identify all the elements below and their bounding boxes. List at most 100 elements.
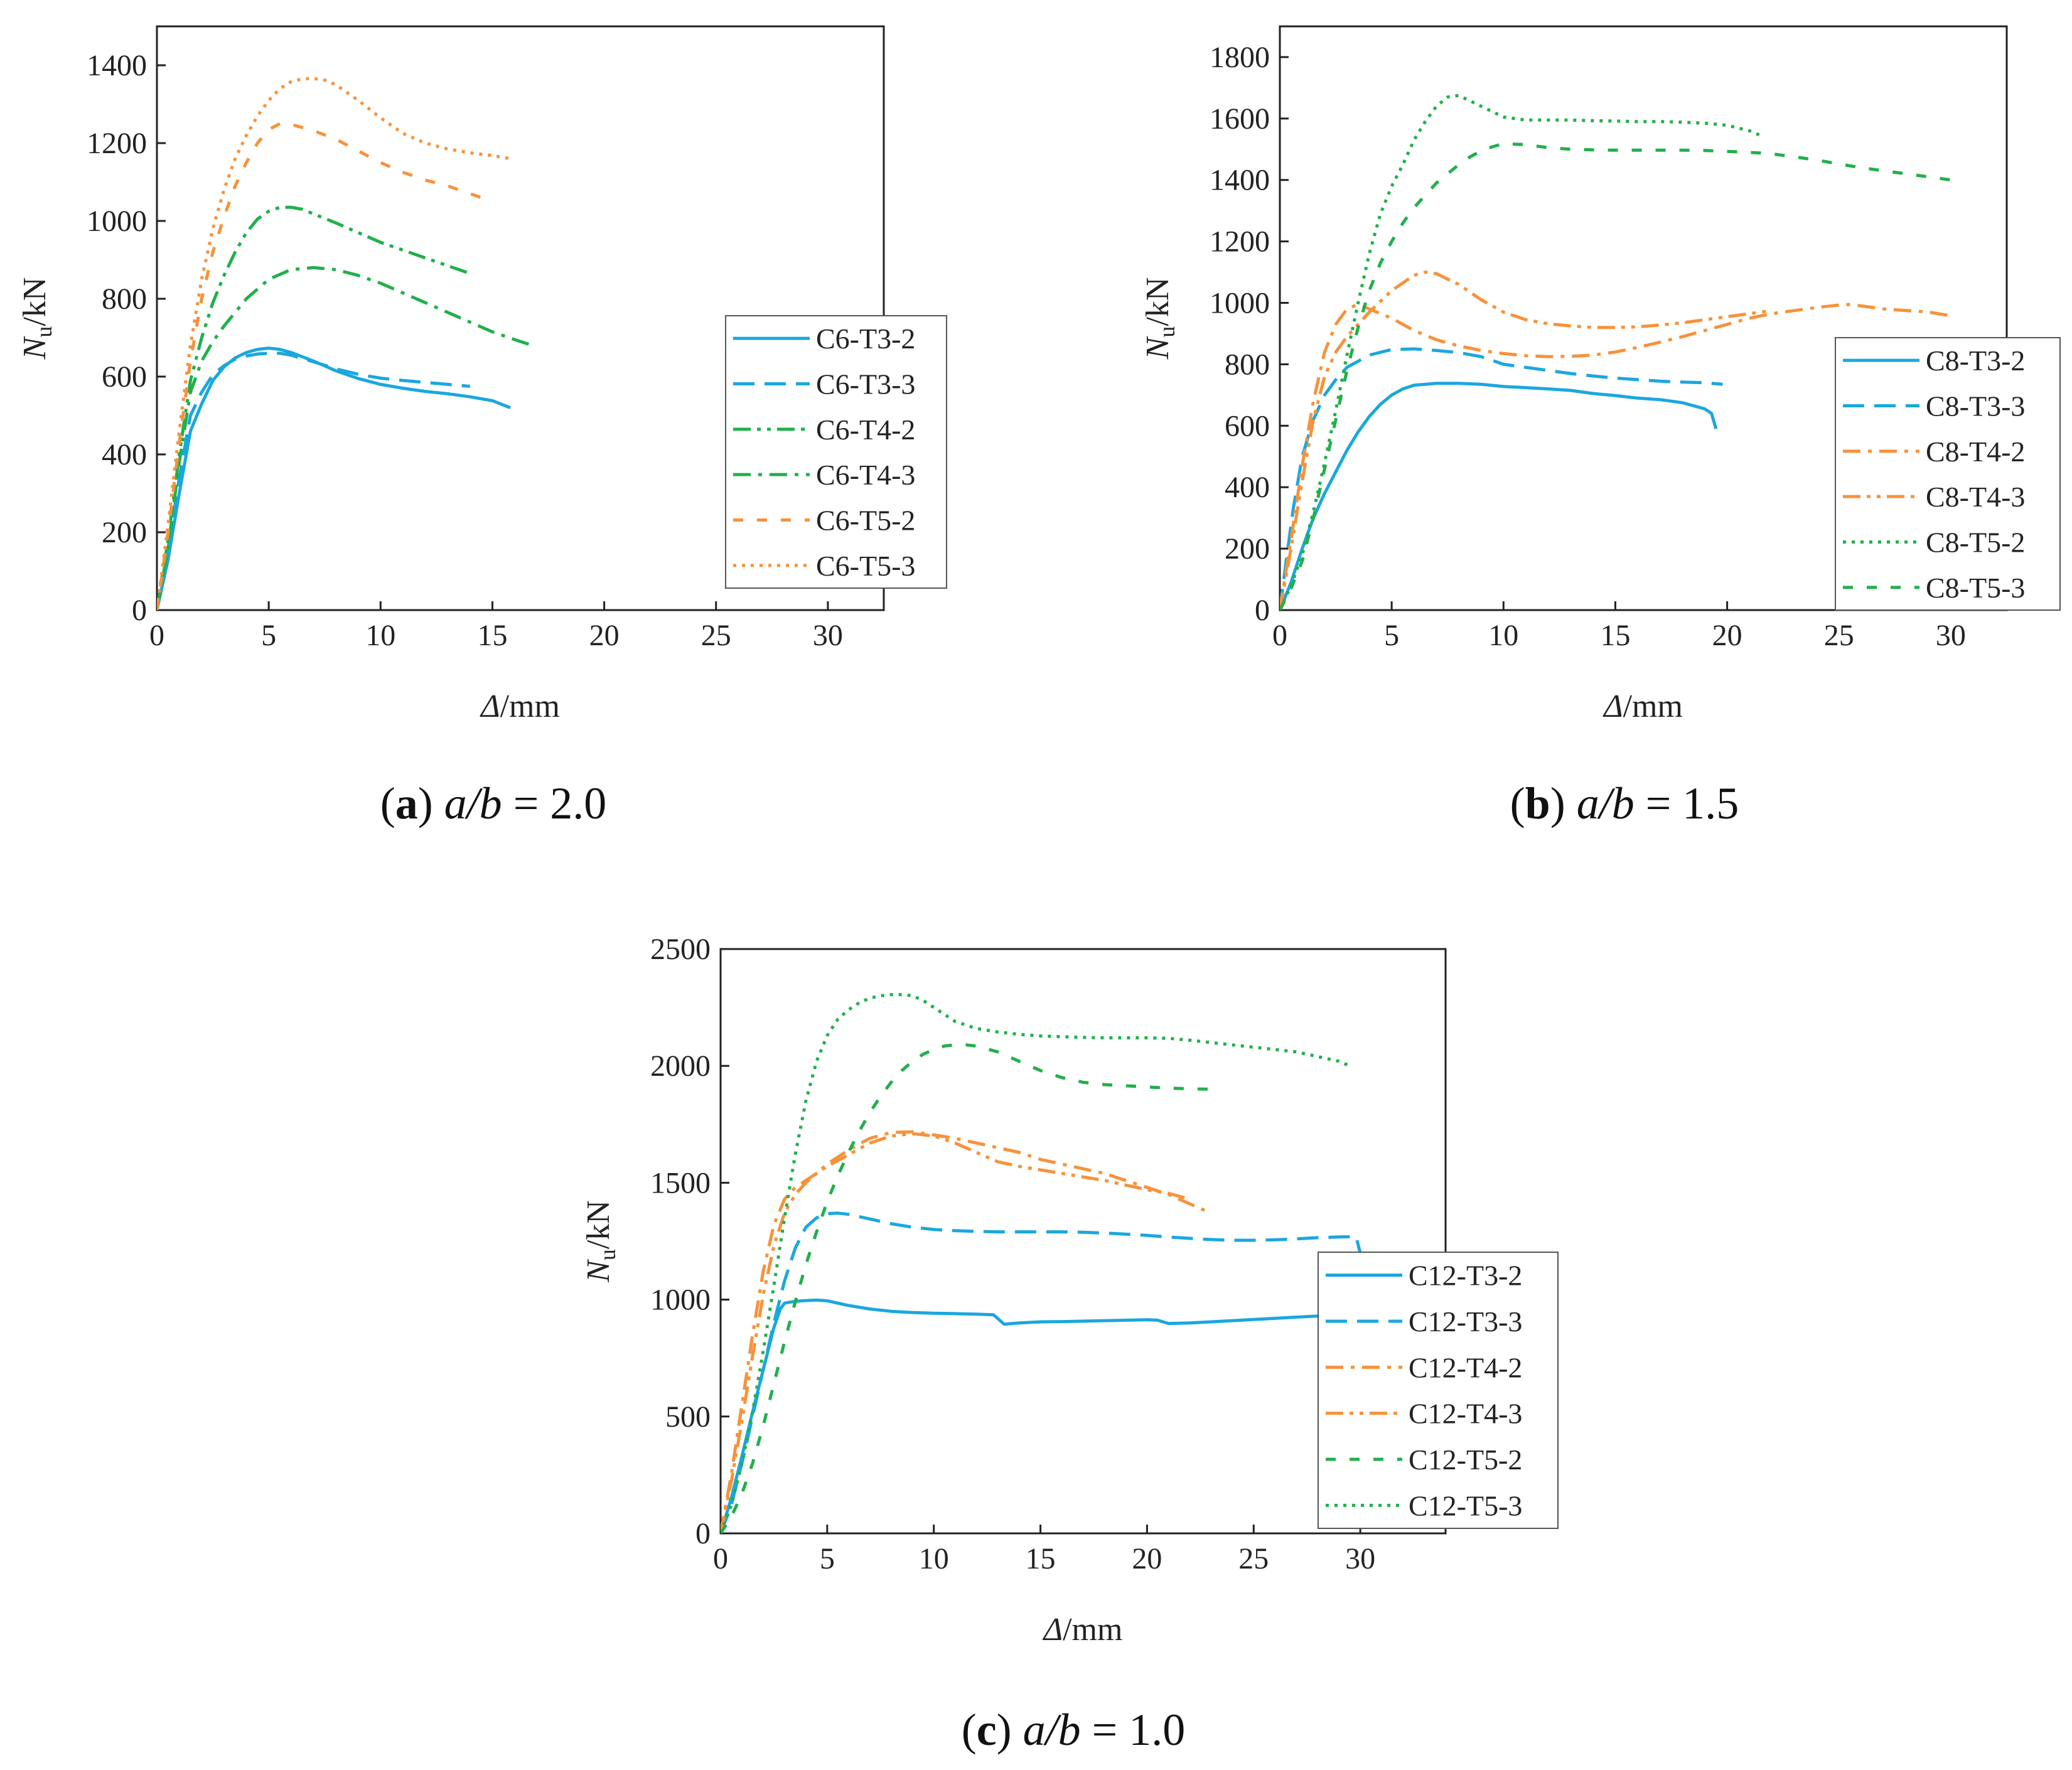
x-tick-label: 10 — [1488, 619, 1518, 652]
legend-box — [1318, 1252, 1559, 1529]
y-tick-label: 0 — [1255, 594, 1270, 627]
legend-label: C8-T3-2 — [1926, 345, 2025, 377]
x-tick-label: 0 — [149, 619, 164, 652]
series-line-C6-T4-2 — [157, 205, 471, 610]
legend-label: C8-T5-3 — [1926, 572, 2025, 604]
series-line-C12-T4-3 — [721, 1132, 1191, 1533]
series-line-C8-T3-3 — [1280, 347, 1723, 610]
x-tick-label: 25 — [701, 619, 731, 652]
y-tick-label: 1200 — [87, 127, 147, 160]
y-tick-label: 1000 — [87, 205, 147, 238]
series-line-C12-T3-2 — [721, 1298, 1361, 1533]
y-tick-label: 400 — [1225, 471, 1270, 504]
series-line-C8-T3-2 — [1280, 382, 1718, 610]
chart-panel-c: 0 5 10 15 20 25 30 0 500 1000 1500 2000 2500 Δ/mm Nu/k… — [581, 933, 1559, 1755]
x-tick-label: 30 — [1936, 619, 1966, 652]
x-tick-label: 20 — [1712, 619, 1742, 652]
legend-label: C6-T4-2 — [816, 414, 915, 446]
series-line-C12-T4-2 — [721, 1130, 1212, 1533]
series-line-C12-T3-3 — [721, 1211, 1362, 1533]
x-tick-label: 0 — [713, 1542, 728, 1575]
legend-label: C6-T3-2 — [816, 323, 915, 355]
x-tick-label: 20 — [1132, 1542, 1162, 1575]
y-tick-label: 1500 — [650, 1166, 711, 1199]
panel-caption: (c) a/b = 1.0 — [962, 1705, 1186, 1755]
x-tick-label: 20 — [589, 619, 620, 652]
legend-label: C12-T5-2 — [1409, 1444, 1522, 1476]
x-tick-label: 10 — [365, 619, 395, 652]
panel-caption: (b) a/b = 1.5 — [1510, 778, 1739, 829]
series-line-C12-T5-3 — [721, 993, 1351, 1533]
y-tick-label: 200 — [102, 516, 147, 549]
legend-label: C12-T4-3 — [1409, 1398, 1522, 1430]
y-tick-label: 500 — [665, 1400, 711, 1434]
y-tick-label: 1000 — [650, 1284, 711, 1317]
legend-label: C8-T5-2 — [1926, 527, 2025, 559]
legend-label: C12-T3-2 — [1409, 1260, 1522, 1292]
x-tick-label: 5 — [261, 619, 276, 652]
legend-box — [725, 315, 947, 589]
x-axis-label: Δ/mm — [480, 689, 560, 724]
legend-label: C8-T4-3 — [1926, 481, 2025, 513]
legend-label: C6-T4-3 — [816, 459, 915, 491]
plot-frame — [1279, 25, 2008, 611]
x-tick-label: 30 — [813, 619, 843, 652]
panel-caption: (a) a/b = 2.0 — [380, 778, 607, 829]
y-tick-label: 2000 — [650, 1049, 711, 1083]
legend-label: C6-T5-3 — [816, 550, 915, 582]
series-line-C8-T5-2 — [1280, 94, 1762, 610]
y-tick-label: 0 — [695, 1517, 711, 1550]
series-line-C12-T5-2 — [721, 1043, 1211, 1533]
y-tick-label: 600 — [1225, 409, 1270, 442]
series-line-C6-T3-3 — [157, 351, 471, 610]
x-tick-label: 15 — [1600, 619, 1630, 652]
series-line-C8-T5-3 — [1280, 142, 1951, 610]
chart-panel-b: 0 5 10 15 20 25 30 0 200 400 600 800 1000 1200 1400 160… — [1140, 25, 2061, 829]
legend: C8-T3-2 C8-T3-3 C8-T4-2 C8-T4-3 C8-T5-2 C8-T5… — [1835, 337, 2061, 611]
y-tick-label: 1200 — [1210, 225, 1270, 259]
series-line-C6-T3-2 — [157, 346, 511, 610]
x-tick-label: 5 — [1384, 619, 1399, 652]
y-tick-label: 800 — [102, 282, 147, 316]
y-tick-label: 1600 — [1210, 102, 1270, 136]
x-tick-label: 10 — [919, 1542, 949, 1575]
x-tick-label: 25 — [1238, 1542, 1269, 1575]
y-axis-label: Nu/kN — [1140, 277, 1179, 360]
series-line-C6-T5-2 — [157, 122, 493, 610]
y-tick-label: 600 — [102, 360, 147, 394]
y-tick-label: 1000 — [1210, 287, 1270, 320]
series-line-C6-T4-3 — [157, 266, 534, 610]
x-tick-label: 5 — [820, 1542, 835, 1575]
x-tick-label: 15 — [477, 619, 507, 652]
series-line-C6-T5-3 — [157, 77, 511, 610]
legend-label: C6-T5-2 — [816, 505, 915, 537]
x-tick-label: 0 — [1272, 619, 1287, 652]
y-tick-label: 800 — [1225, 348, 1270, 381]
x-tick-label: 30 — [1345, 1542, 1375, 1575]
y-tick-label: 1400 — [87, 49, 147, 82]
y-tick-label: 0 — [132, 594, 147, 627]
legend: C6-T3-2 C6-T3-3 C6-T4-2 C6-T4-3 C6-T5-2 C6-T5… — [725, 315, 947, 589]
y-tick-label: 400 — [102, 438, 147, 471]
y-axis-label: Nu/kN — [581, 1200, 620, 1283]
series-line-C8-T4-2 — [1280, 303, 1951, 610]
y-tick-label: 2500 — [650, 933, 711, 966]
y-tick-label: 200 — [1225, 532, 1270, 566]
legend-label: C12-T4-2 — [1409, 1351, 1522, 1383]
plot-frame — [719, 948, 1447, 1535]
x-tick-label: 25 — [1824, 619, 1854, 652]
y-tick-label: 1800 — [1210, 41, 1270, 74]
legend-label: C12-T3-3 — [1409, 1306, 1522, 1338]
y-axis-label: Nu/kN — [17, 277, 56, 360]
y-tick-label: 1400 — [1210, 164, 1270, 197]
chart-panel-a: 0 5 10 15 20 25 30 0 200 400 600 800 1000 1200 1400 Δ/m… — [17, 25, 947, 829]
legend-box — [1835, 337, 2061, 611]
x-axis-label: Δ/mm — [1043, 1612, 1123, 1648]
x-axis-label: Δ/mm — [1602, 689, 1683, 724]
legend-label: C8-T4-2 — [1926, 436, 2025, 468]
legend-label: C6-T3-3 — [816, 368, 915, 400]
legend: C12-T3-2 C12-T3-3 C12-T4-2 C12-T4-3 C12-T5-2… — [1318, 1252, 1559, 1529]
legend-label: C12-T5-3 — [1409, 1489, 1522, 1521]
x-tick-label: 15 — [1026, 1542, 1056, 1575]
